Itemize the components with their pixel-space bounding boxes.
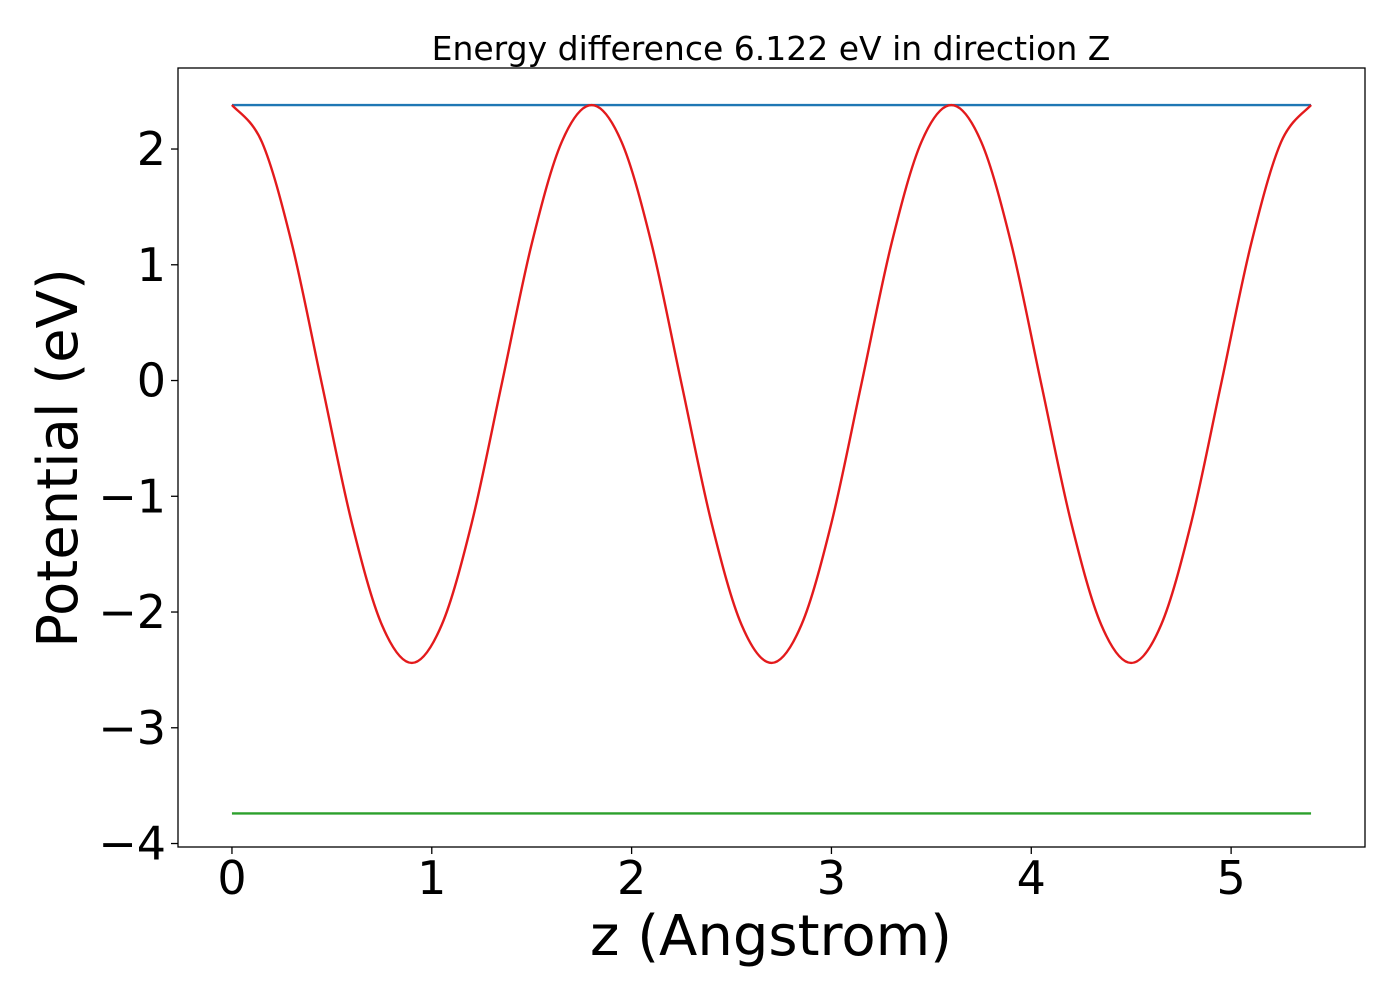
y-tick-label: 1 (137, 238, 166, 292)
plot-area-frame (177, 67, 1366, 848)
chart-title: Energy difference 6.122 eV in direction … (432, 29, 1111, 68)
x-tick-label: 3 (817, 851, 846, 905)
series-layer (231, 103, 1312, 815)
y-tick-label: 0 (137, 354, 166, 408)
x-tick-label: 2 (617, 851, 646, 905)
y-axis-label: Potential (eV) (26, 268, 91, 648)
y-tick-label: −1 (98, 469, 166, 523)
x-tick-label: 4 (1017, 851, 1046, 905)
series-line-3 (231, 103, 1312, 665)
y-tick-label: 2 (137, 122, 166, 176)
x-axis-label: z (Angstrom) (590, 904, 952, 969)
y-tick-label: −2 (98, 585, 166, 639)
x-tick-label: 1 (417, 851, 446, 905)
y-tick-label: −3 (98, 701, 166, 755)
x-axis-ticks: 0 1 2 3 4 5 (217, 847, 1246, 905)
x-tick-label: 5 (1216, 851, 1245, 905)
y-tick-label: −4 (98, 817, 166, 871)
y-axis-ticks: 2 1 0 −1 −2 −3 −4 (98, 122, 178, 871)
x-tick-label: 0 (217, 851, 246, 905)
